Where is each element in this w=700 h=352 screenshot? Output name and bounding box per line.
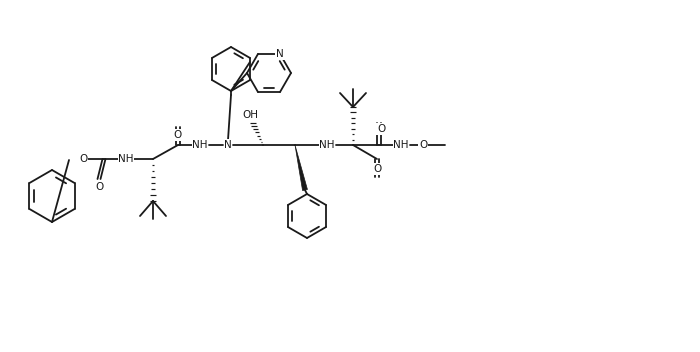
- Text: N: N: [224, 140, 232, 150]
- Text: O: O: [373, 164, 381, 174]
- Text: NH: NH: [118, 154, 134, 164]
- Polygon shape: [295, 145, 307, 190]
- Text: NH: NH: [393, 140, 409, 150]
- Text: NH: NH: [319, 140, 335, 150]
- Text: O: O: [79, 154, 87, 164]
- Text: N: N: [276, 49, 284, 59]
- Text: O: O: [95, 182, 103, 192]
- Text: O: O: [419, 140, 427, 150]
- Text: OH: OH: [242, 110, 258, 120]
- Text: NH: NH: [193, 140, 208, 150]
- Text: O: O: [377, 124, 385, 134]
- Text: O: O: [174, 130, 182, 140]
